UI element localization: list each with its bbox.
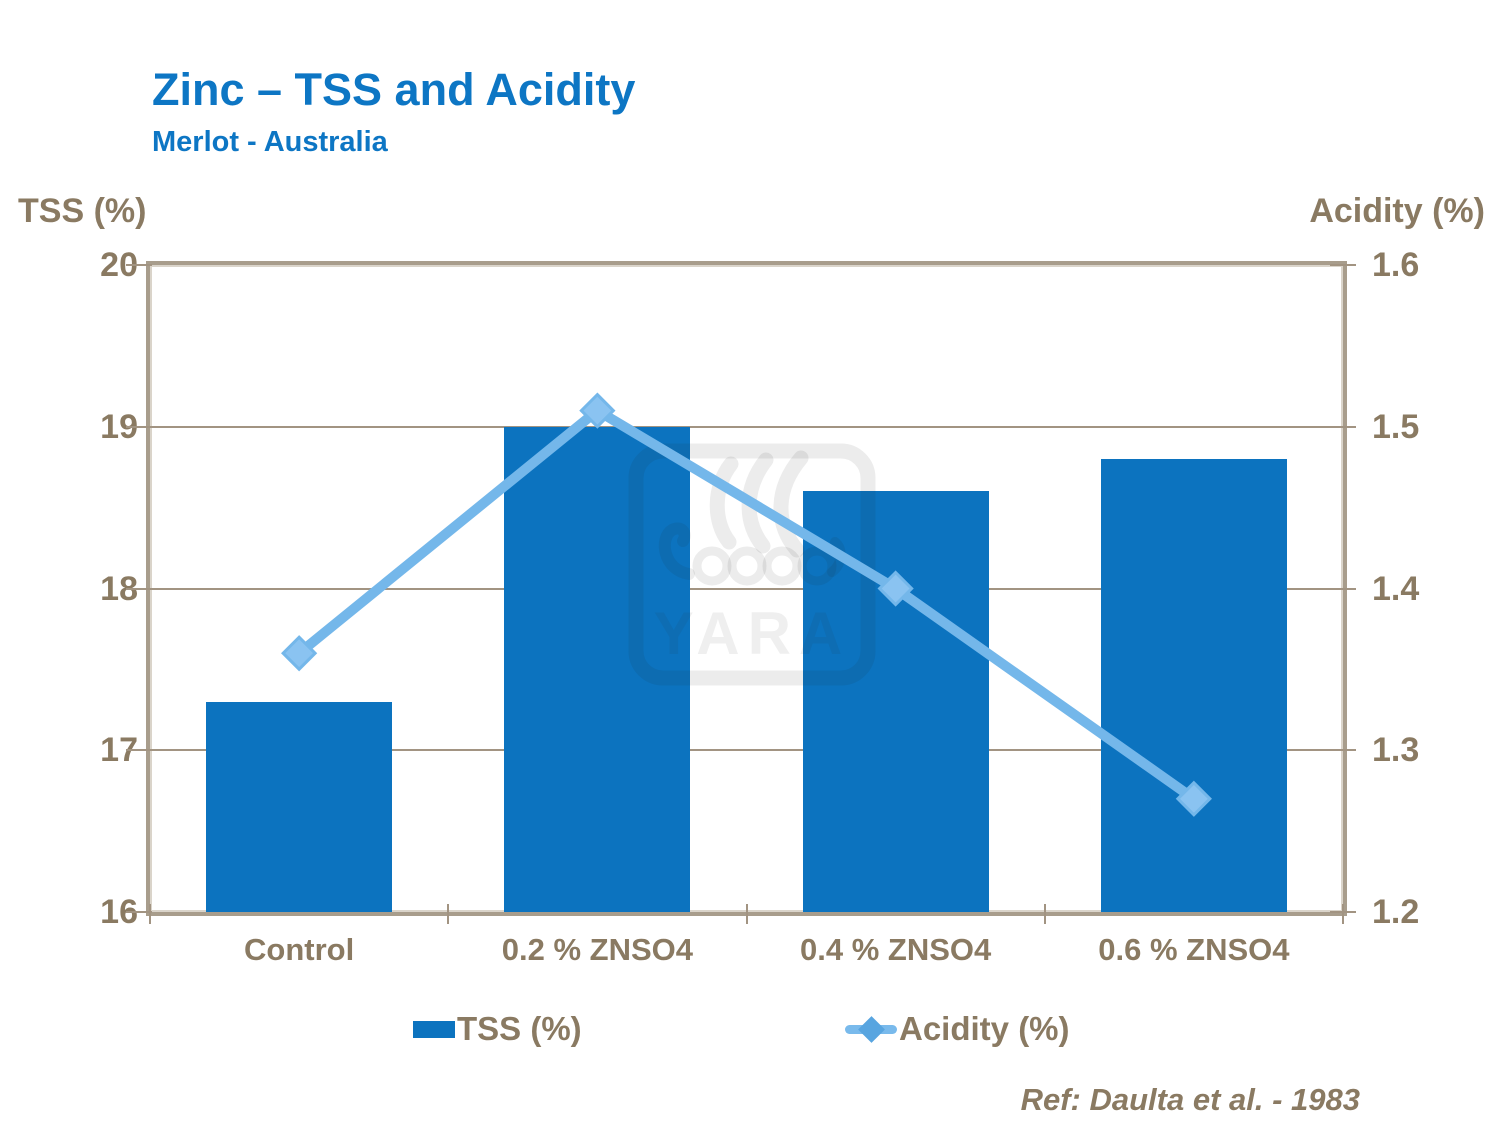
x-axis-tickmark — [149, 904, 151, 924]
gridline — [150, 749, 1343, 752]
category-label: 0.2 % ZNSO4 — [501, 932, 693, 967]
watermark-prow — [658, 522, 695, 580]
watermark-sail-arc — [709, 456, 739, 550]
x-axis-tickmark — [447, 904, 450, 924]
chart-title: Zinc – TSS and Acidity — [152, 64, 636, 115]
acidity-legend-marker — [845, 1011, 897, 1047]
chart-subtitle: Merlot - Australia — [152, 126, 388, 158]
left-axis-tickmark — [126, 749, 152, 752]
watermark-sail-arc — [773, 450, 809, 558]
right-axis-tick-label: 1.2 — [1372, 893, 1420, 931]
right-axis-tickmark — [1330, 264, 1356, 266]
legend-item-acidity: Acidity (%) — [845, 1010, 1070, 1048]
right-axis-tickmark — [1330, 587, 1356, 590]
acidity-line-layer — [281, 392, 1213, 817]
right-axis-tick-label: 1.5 — [1372, 407, 1420, 446]
category-label: Control — [244, 932, 355, 967]
left-axis-tick-label: 20 — [100, 246, 138, 284]
watermark-shield — [797, 546, 837, 586]
acidity-legend-diamond-icon — [858, 1016, 885, 1043]
right-axis-title: Acidity (%) — [1309, 192, 1485, 230]
tss-bar — [802, 491, 989, 912]
category-label: 0.6 % ZNSO4 — [1098, 932, 1290, 967]
left-axis-tick-label: 17 — [100, 731, 138, 770]
left-axis-tickmark — [126, 264, 152, 266]
tss-bar — [206, 701, 393, 912]
legend-item-tss: TSS (%) — [413, 1010, 582, 1048]
left-axis-title: TSS (%) — [18, 192, 147, 230]
category-label: 0.4 % ZNSO4 — [800, 932, 992, 967]
left-axis-tick-label: 18 — [100, 569, 138, 608]
x-axis-tickmark — [1043, 904, 1046, 924]
right-axis-tick-label: 1.6 — [1372, 246, 1420, 284]
watermark-shield — [727, 546, 767, 586]
watermark-frame — [628, 443, 876, 686]
left-axis-tick-label: 16 — [100, 893, 138, 931]
gridline — [150, 587, 1343, 590]
x-axis-tickmark — [1342, 904, 1344, 924]
left-axis-tickmark — [126, 911, 152, 913]
acidity-diamond-marker — [579, 392, 616, 429]
right-axis-tick-label: 1.4 — [1372, 569, 1420, 608]
acidity-legend-label: Acidity (%) — [899, 1010, 1070, 1047]
acidity-diamond-marker — [1175, 780, 1213, 817]
left-axis-tick-label: 19 — [100, 407, 138, 446]
tss-legend-swatch — [413, 1020, 455, 1038]
right-axis-tick-label: 1.3 — [1372, 731, 1420, 770]
watermark-shield — [762, 546, 802, 586]
left-axis-tickmark — [126, 425, 152, 428]
right-axis-tickmark — [1330, 749, 1356, 752]
watermark-wordmark: YARA — [654, 600, 851, 667]
acidity-diamond-marker — [877, 570, 914, 607]
acidity-diamond-marker — [281, 635, 318, 672]
reference-citation: Ref: Daulta et al. - 1983 — [1020, 1082, 1360, 1117]
x-axis-tickmark — [745, 904, 748, 924]
tss-legend-label: TSS (%) — [457, 1010, 582, 1047]
gridline — [150, 425, 1343, 428]
right-axis-tickmark — [1330, 425, 1356, 428]
acidity-line — [294, 405, 1199, 804]
left-axis-tickmark — [126, 587, 152, 590]
tss-bar — [1100, 459, 1287, 912]
watermark-shield — [692, 546, 732, 586]
tss-bar — [504, 426, 691, 912]
plot-area: YARA — [146, 261, 1347, 916]
